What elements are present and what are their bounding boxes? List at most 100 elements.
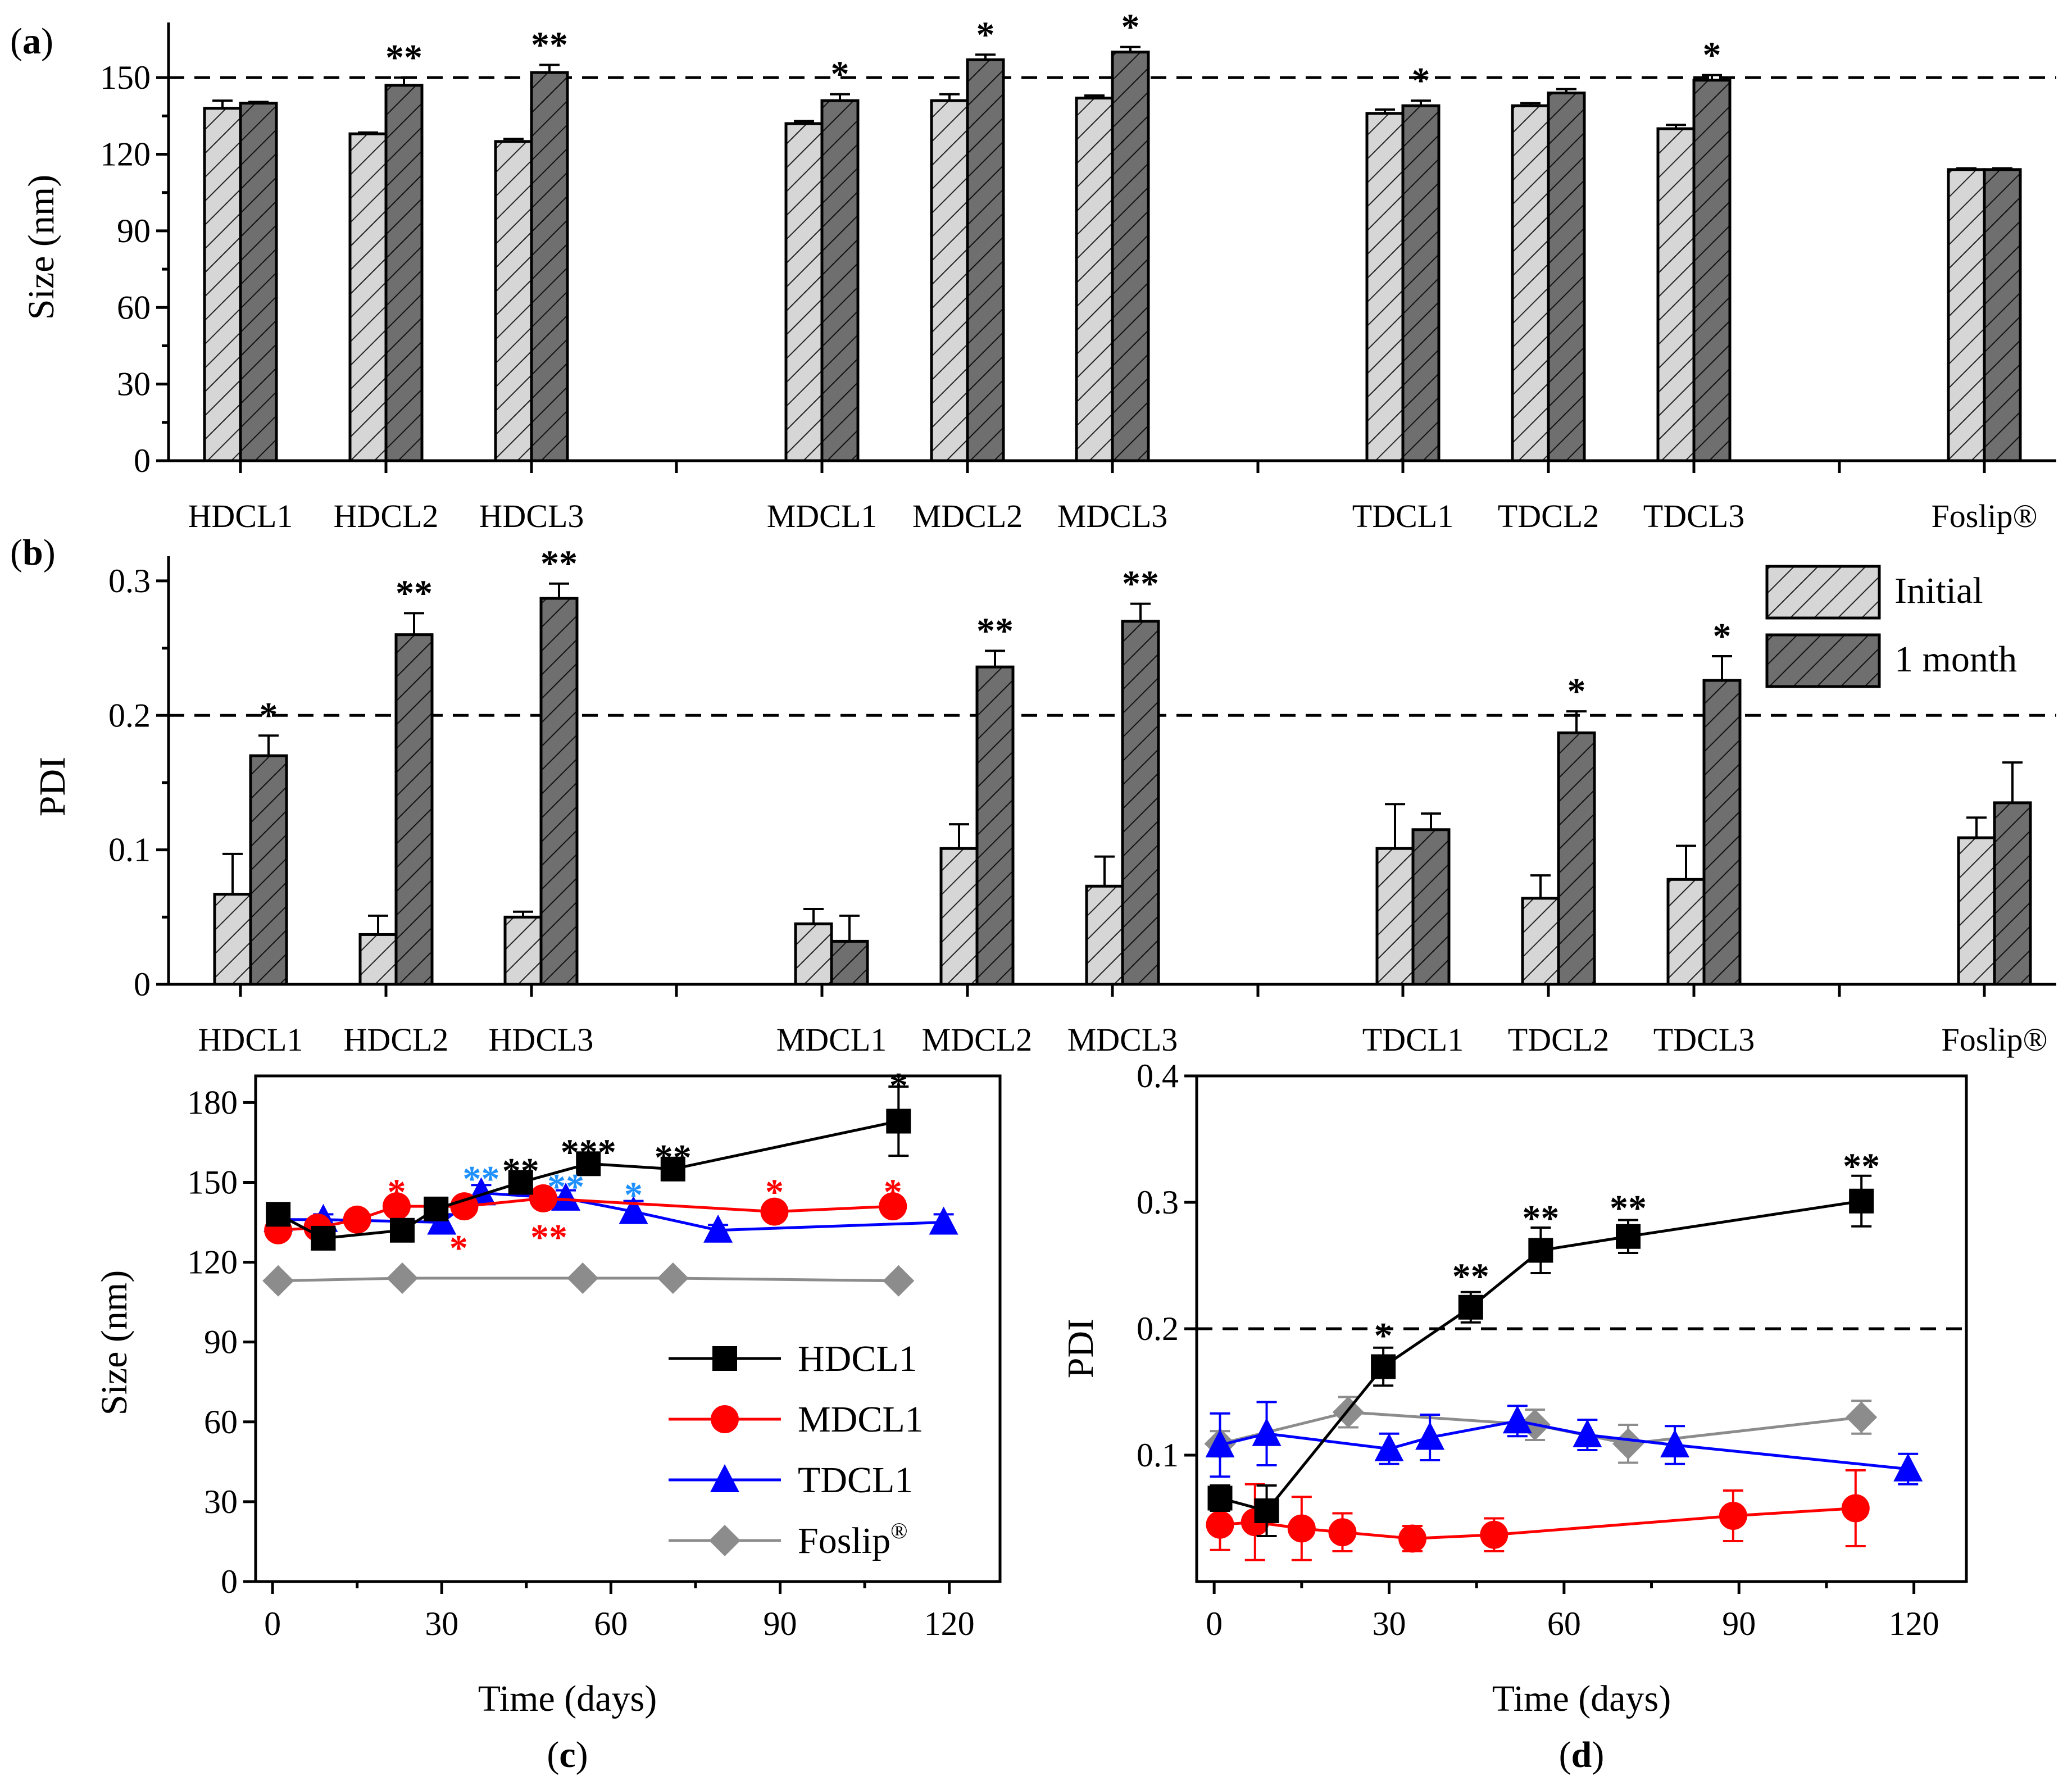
panel-c-frame <box>254 1074 1002 1583</box>
b-bar-one-month-foslip <box>1993 801 2032 986</box>
panel-c-ylabel: Size (nm) <box>94 1270 135 1415</box>
a-bar-initial-mdcl2 <box>930 99 969 462</box>
a-ytick-label-0: 0 <box>134 442 151 479</box>
a-significance-tdcl3: * <box>1703 35 1721 76</box>
d-point-hdcl1 <box>1528 1238 1553 1263</box>
d-line-mdcl1 <box>1220 1507 1856 1541</box>
legend-marker-tdcl1 <box>710 1464 739 1492</box>
c-annotation-4: *** <box>561 1132 616 1173</box>
b-significance-tdcl2: * <box>1567 671 1586 712</box>
c-ytick-label-60: 60 <box>204 1403 238 1441</box>
a-category-mdcl1: MDCL1 <box>767 498 878 534</box>
legend-label-initial: Initial <box>1894 570 1983 611</box>
panel-a-categories: HDCL1 HDCL2 HDCL3 MDCL1 MDCL2 MDCL3 TDCL1 TDCL2… <box>188 498 2038 534</box>
a-category-tdcl3: TDCL3 <box>1643 498 1744 534</box>
b-significance-hdcl2: ** <box>396 573 433 614</box>
d-line-tdcl1 <box>1219 1419 1909 1471</box>
c-point-tdcl1 <box>619 1196 648 1224</box>
d-point-mdcl1 <box>1480 1520 1508 1549</box>
a-ytick-label-30: 30 <box>117 366 151 403</box>
c-point-hdcl1 <box>311 1225 336 1251</box>
panel-b: (b) PDI 00.10.20.3 *********** HDCL1 HDCL… <box>10 532 2056 1058</box>
b-bar-one-month-tdcl2 <box>1557 731 1596 986</box>
d-point-mdcl1 <box>1719 1502 1747 1530</box>
b-significance-hdcl1: * <box>260 695 278 736</box>
a-bar-one-month-hdcl3 <box>530 71 569 462</box>
c-ytick-label-120: 120 <box>187 1244 238 1281</box>
a-bar-one-month-mdcl2 <box>966 58 1005 462</box>
b-category-mdcl3: MDCL3 <box>1067 1021 1178 1058</box>
a-category-hdcl1: HDCL1 <box>188 498 293 534</box>
a-significance-mdcl3: * <box>1121 7 1140 48</box>
panel-c-annotations: * ** ************** ** <box>387 1065 907 1269</box>
legend-swatch-initial <box>1765 565 1881 620</box>
d-point-mdcl1 <box>1287 1514 1316 1543</box>
a-ytick-label-60: 60 <box>117 289 151 326</box>
a-bar-initial-mdcl1 <box>784 122 824 462</box>
c-annotation-8: ** <box>655 1137 692 1178</box>
b-category-mdcl2: MDCL2 <box>922 1021 1033 1058</box>
panel-c-series <box>262 1085 958 1297</box>
panel-b-label: (b) <box>10 532 56 573</box>
a-ytick-label-90: 90 <box>117 212 151 249</box>
d-point-hdcl1 <box>1616 1224 1641 1249</box>
b-ytick-label-0.2: 0.2 <box>108 697 151 734</box>
c-annotation-2: ** <box>502 1151 539 1192</box>
d-point-tdcl1 <box>1502 1405 1532 1434</box>
d-xtick-label-90: 90 <box>1722 1605 1756 1642</box>
d-point-mdcl1 <box>1206 1510 1234 1539</box>
a-category-hdcl2: HDCL2 <box>334 498 439 534</box>
d-point-foslip <box>1612 1428 1644 1460</box>
d-point-tdcl1 <box>1205 1429 1235 1457</box>
c-annotation-5: ** <box>547 1166 584 1207</box>
d-point-tdcl1 <box>1415 1421 1445 1450</box>
c-xtick-label-90: 90 <box>764 1605 797 1642</box>
panel-c-legend: HDCL1 MDCL1 TDCL1 Foslip® <box>669 1338 924 1561</box>
b-significance-hdcl3: ** <box>540 543 578 584</box>
b-bar-initial-tdcl1 <box>1375 847 1415 986</box>
c-annotation-1: ** <box>463 1158 500 1200</box>
c-annotation-10: * <box>884 1172 902 1213</box>
c-annotation-0: * <box>387 1172 406 1213</box>
a-bar-one-month-mdcl3 <box>1111 51 1150 462</box>
b-bar-initial-foslip <box>1957 836 1996 986</box>
b-category-tdcl3: TDCL3 <box>1653 1021 1755 1058</box>
c-annotation-3: * <box>449 1228 468 1269</box>
b-ytick-label-0: 0 <box>134 966 151 1003</box>
d-annotation-3: ** <box>1610 1188 1647 1229</box>
panel-b-x-ticks <box>239 984 1986 997</box>
b-bar-initial-tdcl2 <box>1521 897 1560 986</box>
c-annotation-11: * <box>889 1065 908 1106</box>
c-ytick-label-90: 90 <box>204 1324 238 1361</box>
a-category-hdcl3: HDCL3 <box>479 498 584 534</box>
panel-b-categories: HDCL1 HDCL2 HDCL3 MDCL1 MDCL2 MDCL3 TDCL1 TDCL2… <box>198 1021 2048 1058</box>
c-xtick-label-60: 60 <box>594 1605 628 1642</box>
a-bar-initial-hdcl1 <box>203 107 242 462</box>
legend-marker-foslip <box>709 1525 740 1556</box>
panel-d-ylabel: PDI <box>1060 1319 1101 1378</box>
panel-b-y-ticks: 0 0.1 0.2 0.3 <box>108 562 169 1003</box>
d-annotation-0: * <box>1374 1315 1393 1356</box>
c-ytick-label-180: 180 <box>187 1084 238 1121</box>
a-significance-hdcl3: ** <box>531 24 568 65</box>
a-bar-one-month-tdcl2 <box>1547 91 1586 462</box>
b-bar-initial-hdcl2 <box>358 933 398 986</box>
c-point-foslip <box>567 1262 599 1294</box>
c-point-hdcl1 <box>424 1196 449 1221</box>
panel-a-y-ticks: 0 30 60 90 120 150 <box>100 59 169 479</box>
d-annotation-4: ** <box>1843 1146 1880 1187</box>
c-xtick-label-30: 30 <box>425 1605 458 1642</box>
b-ytick-label-0.1: 0.1 <box>108 832 151 869</box>
a-bar-one-month-mdcl1 <box>820 99 860 462</box>
d-xtick-label-30: 30 <box>1373 1605 1406 1642</box>
b-bar-initial-hdcl3 <box>503 915 543 986</box>
c-point-tdcl1 <box>929 1206 958 1235</box>
b-significance-mdcl2: ** <box>976 610 1014 651</box>
d-ytick-label-0.1: 0.1 <box>1137 1437 1179 1474</box>
a-bar-initial-tdcl3 <box>1656 127 1696 462</box>
a-bar-initial-hdcl2 <box>348 132 388 462</box>
